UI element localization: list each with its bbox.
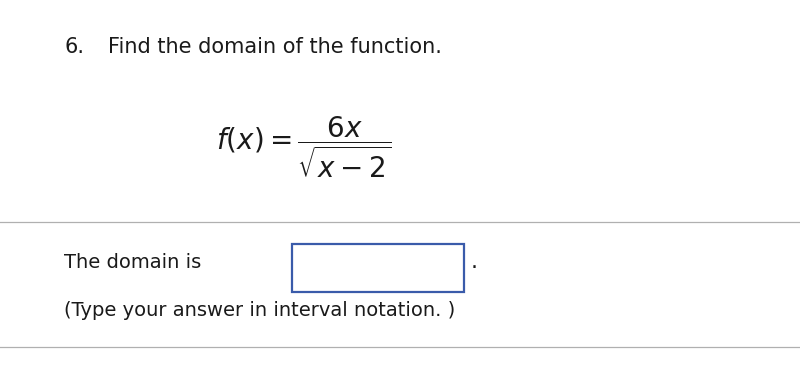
Text: (Type your answer in interval notation. ): (Type your answer in interval notation. … [64,301,455,320]
Text: $f(x) = \dfrac{6x}{\sqrt{x-2}}$: $f(x) = \dfrac{6x}{\sqrt{x-2}}$ [216,114,391,179]
FancyBboxPatch shape [292,244,464,292]
Text: .: . [470,252,478,272]
Text: 6.: 6. [64,37,84,57]
Text: Find the domain of the function.: Find the domain of the function. [108,37,442,57]
Text: The domain is: The domain is [64,253,202,272]
